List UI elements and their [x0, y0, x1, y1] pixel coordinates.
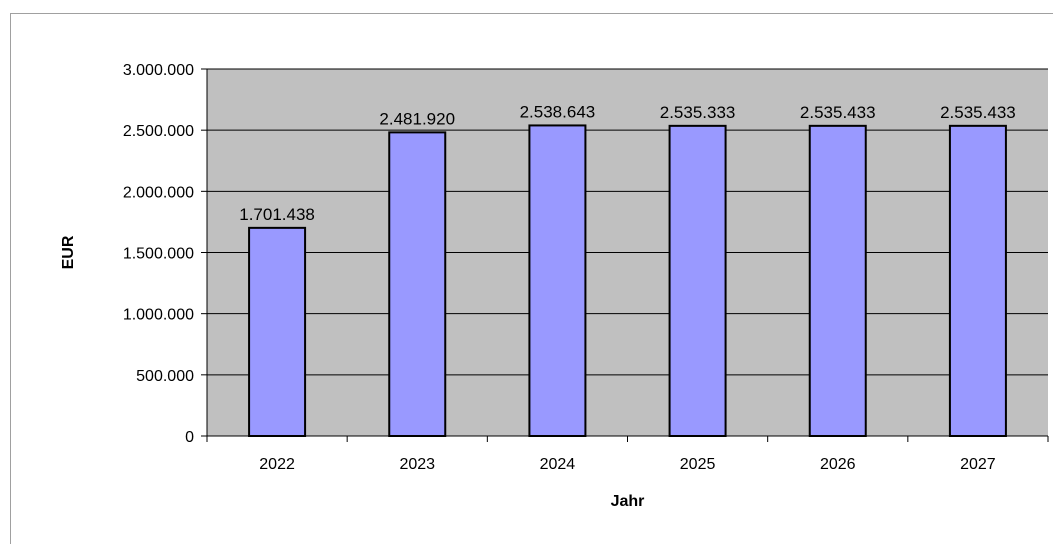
labels: 0 500.000 1.000.000 1.500.000 2.000.000 2.500…: [123, 62, 1016, 473]
y-tick-label: 3.000.000: [123, 62, 194, 79]
data-label-2022: 1.701.438: [239, 205, 315, 224]
x-tick-label-2027: 2027: [960, 456, 996, 473]
bar-2023: [388, 131, 447, 437]
y-tick-label: 2.000.000: [123, 184, 194, 201]
y-axis-title: EUR: [60, 235, 77, 269]
data-label-2025: 2.535.333: [660, 103, 736, 122]
data-label-2024: 2.538.643: [520, 102, 596, 121]
x-tick-label-2025: 2025: [680, 456, 716, 473]
x-axis-title: Jahr: [611, 493, 645, 510]
bar-2022: [248, 226, 307, 437]
y-tick-label: 1.500.000: [123, 246, 194, 263]
data-label-2023: 2.481.920: [379, 109, 455, 128]
bar-2027: [948, 124, 1007, 437]
y-tick-label: 500.000: [136, 368, 194, 385]
x-tick-label-2024: 2024: [540, 456, 576, 473]
bars: [248, 124, 1007, 438]
bar-2024: [528, 124, 587, 438]
chart-frame: [10, 13, 1053, 544]
x-tick-label-2026: 2026: [820, 456, 856, 473]
data-label-2026: 2.535.433: [800, 103, 876, 122]
x-tick-label-2022: 2022: [259, 456, 295, 473]
bar-2026: [808, 124, 867, 437]
axes: [201, 68, 1049, 442]
x-tick-label-2023: 2023: [399, 456, 435, 473]
data-label-2027: 2.535.433: [940, 103, 1016, 122]
bar-2025: [668, 124, 727, 437]
y-tick-label: 2.500.000: [123, 123, 194, 140]
y-tick-label: 1.000.000: [123, 307, 194, 324]
y-tick-label: 0: [185, 429, 194, 446]
gridlines: [207, 68, 1048, 376]
